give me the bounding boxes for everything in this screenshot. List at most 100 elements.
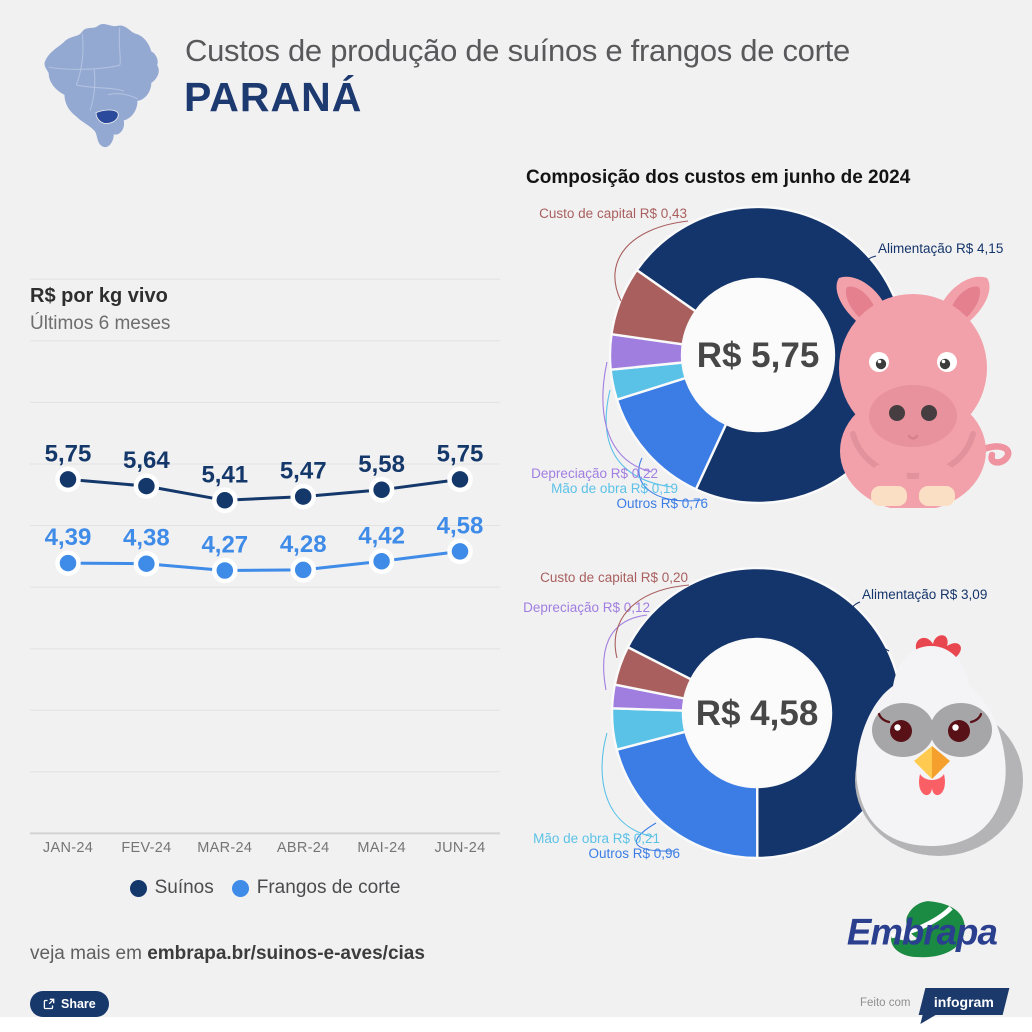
chicken-illustration	[855, 635, 1023, 856]
donut-slice-alimentacao	[626, 566, 904, 860]
legend-item-frangos[interactable]: Frangos de corte	[231, 877, 401, 899]
slice-label-custo-de-capital: Custo de capital R$ 0,43	[539, 206, 687, 221]
series-frangos-point	[133, 550, 160, 577]
pig-tail	[977, 443, 1012, 466]
chicken-beak	[914, 746, 932, 779]
legend-label-suinos: Suínos	[154, 877, 214, 898]
slice-label-depreciacao: Depreciação R$ 0,22	[531, 466, 658, 481]
series-frangos-value-label: 4,38	[123, 525, 170, 552]
infogram-wordmark: infogram	[934, 993, 994, 1010]
slice-label-outros: Outros R$ 0,76	[616, 496, 708, 511]
series-frangos-point	[447, 538, 473, 565]
series-frangos-value-label: 4,27	[201, 532, 248, 559]
state-borders	[48, 27, 138, 111]
slice-label-custo-de-capital: Custo de capital R$ 0,20	[540, 570, 688, 585]
slice-label-outros: Outros R$ 0,96	[588, 846, 680, 861]
chicken-eye	[890, 720, 912, 742]
slice-label-mao-de-obra: Mão de obra R$ 0,21	[533, 831, 660, 846]
pig-hoof	[871, 486, 907, 506]
donut-slice-outros	[615, 730, 759, 860]
pig-nostril	[921, 405, 937, 421]
bottom-strip	[0, 1017, 1032, 1032]
series-frangos-point	[368, 548, 395, 575]
leader-line-depreciacao	[603, 614, 648, 691]
footer-link[interactable]: embrapa.br/suinos-e-aves/cias	[147, 943, 425, 964]
series-suinos-point	[212, 487, 238, 514]
pig-eye-glint	[941, 359, 946, 364]
line-chart-subheading: Últimos 6 meses	[30, 313, 171, 334]
chicken-eye-glint	[894, 724, 901, 731]
share-button-label: Share	[61, 997, 96, 1011]
chicken-eyelash	[877, 712, 891, 724]
pig-pupil	[939, 358, 951, 370]
donut-slice-custo-de-capital	[613, 646, 693, 700]
series-suinos-point	[290, 483, 316, 510]
pig-pupil	[875, 358, 887, 370]
series-frangos-value-label: 4,42	[358, 522, 405, 549]
month-label: JAN-24	[43, 840, 93, 856]
series-suinos-line	[67, 477, 461, 502]
donut-center-value: R$ 5,75	[697, 336, 820, 375]
legend-label-frangos: Frangos de corte	[256, 877, 401, 898]
leader-line-custo-de-capital	[614, 220, 689, 302]
pig-hoof	[919, 486, 955, 506]
legend-dot-suinos	[129, 879, 147, 897]
footer-more-info: veja mais em embrapa.br/suinos-e-aves/ci…	[30, 943, 425, 965]
chicken-body	[856, 646, 1006, 846]
series-frangos-value-label: 4,39	[45, 524, 92, 551]
line-chart-heading: R$ por kg vivo	[30, 285, 168, 307]
line-chart-legend: Suínos Frangos de corte	[30, 877, 500, 899]
month-label: FEV-24	[121, 840, 171, 856]
series-suinos-point	[447, 466, 473, 493]
series-frangos-value-label: 4,28	[280, 531, 327, 558]
share-button[interactable]: Share	[30, 991, 109, 1017]
legend-item-suinos[interactable]: Suínos	[129, 877, 214, 899]
region-title: PARANÁ	[184, 74, 363, 120]
series-frangos-point	[290, 557, 316, 583]
month-label: MAI-24	[357, 840, 406, 856]
infogram-badge[interactable]: infogram	[918, 988, 1010, 1015]
pig-chest-line	[850, 431, 976, 479]
donut-hole	[681, 637, 833, 789]
share-icon	[43, 998, 55, 1010]
pig-snout	[869, 385, 957, 447]
donut-section-heading: Composição dos custos em junho de 2024	[526, 167, 911, 188]
month-label: MAR-24	[197, 840, 252, 856]
leader-line-mao-de-obra	[601, 732, 655, 838]
leader-line-outros	[635, 822, 675, 852]
pig-nostril	[889, 405, 905, 421]
parana-state-highlight	[95, 109, 119, 124]
pig-mouth	[907, 434, 919, 440]
chicken-eye	[948, 720, 970, 742]
series-frangos-point	[55, 550, 81, 576]
donut-slice-custo-de-capital	[610, 268, 697, 346]
month-label: ABR-24	[277, 840, 330, 856]
month-label: JUN-24	[435, 840, 486, 856]
slice-label-alimentacao: Alimentação R$ 3,09	[862, 587, 987, 602]
donut-center-value: R$ 4,58	[696, 694, 819, 733]
series-suinos-value-label: 5,75	[437, 440, 484, 467]
leader-line-outros	[638, 457, 703, 502]
series-frangos-value-label: 4,58	[437, 512, 484, 539]
series-suinos-point	[133, 473, 160, 499]
made-with-label: Feito com	[860, 997, 911, 1009]
slice-label-depreciacao: Depreciação R$ 0,12	[523, 600, 650, 615]
slice-label-mao-de-obra: Mão de obra R$ 0,19	[551, 481, 678, 496]
series-suinos-value-label: 5,58	[358, 451, 405, 478]
leader-line-custo-de-capital	[614, 584, 690, 659]
embrapa-logo: Embrapa	[847, 901, 998, 958]
leader-line-alimentacao	[850, 601, 890, 652]
series-suinos-value-label: 5,75	[45, 440, 92, 467]
embrapa-wordmark: Embrapa	[847, 912, 998, 953]
pig-illustration	[836, 276, 1012, 508]
series-suinos-value-label: 5,41	[201, 461, 248, 488]
chicken-wattle	[919, 774, 945, 796]
brazil-silhouette	[44, 23, 159, 148]
chicken-beak	[932, 746, 950, 779]
legend-dot-frangos	[231, 879, 249, 897]
page-title: Custos de produção de suínos e frangos d…	[185, 33, 850, 68]
footer-more-prefix: veja mais em	[30, 943, 148, 964]
chicken-eyelash	[969, 712, 983, 724]
brazil-map-icon	[44, 23, 159, 148]
